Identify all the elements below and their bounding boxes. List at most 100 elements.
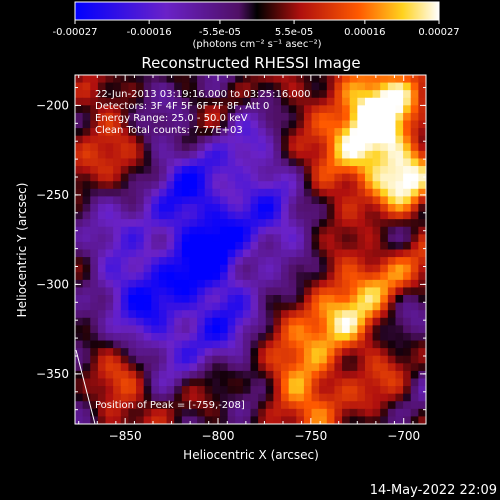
heatmap-cell bbox=[219, 378, 229, 387]
heatmap-cell bbox=[311, 363, 320, 372]
heatmap-cell bbox=[128, 386, 137, 395]
heatmap-cell bbox=[265, 219, 274, 228]
heatmap-cell bbox=[166, 143, 175, 152]
heatmap-cell bbox=[219, 120, 229, 129]
heatmap-cell bbox=[82, 97, 91, 106]
heatmap-cell bbox=[158, 105, 168, 114]
heatmap-cell bbox=[120, 332, 129, 342]
heatmap-cell bbox=[258, 279, 267, 288]
heatmap-cell bbox=[418, 219, 426, 228]
heatmap-cell bbox=[357, 158, 366, 167]
heatmap-cell bbox=[143, 249, 152, 258]
heatmap-cell bbox=[334, 181, 343, 190]
x-tick-label: −800 bbox=[202, 429, 235, 443]
heatmap-cell bbox=[197, 181, 206, 190]
heatmap-cell bbox=[120, 219, 129, 228]
heatmap-cell bbox=[212, 310, 221, 319]
heatmap-cell bbox=[242, 325, 251, 334]
heatmap-cell bbox=[128, 90, 137, 99]
heatmap-cell bbox=[403, 226, 412, 235]
heatmap-cell bbox=[319, 196, 328, 205]
heatmap-cell bbox=[197, 82, 206, 91]
heatmap-cell bbox=[75, 378, 84, 387]
heatmap-cell bbox=[326, 75, 335, 84]
heatmap-cell bbox=[158, 112, 168, 122]
heatmap-cell bbox=[380, 355, 389, 364]
heatmap-cell bbox=[342, 370, 351, 379]
heatmap-cell bbox=[227, 272, 236, 281]
heatmap-cell bbox=[357, 386, 366, 395]
heatmap-cell bbox=[97, 97, 107, 106]
heatmap-cell bbox=[128, 158, 137, 167]
heatmap-cell bbox=[319, 302, 328, 311]
heatmap-cell bbox=[235, 340, 244, 349]
heatmap-cell bbox=[418, 150, 426, 159]
heatmap-cell bbox=[97, 393, 107, 402]
heatmap-cell bbox=[166, 378, 175, 387]
heatmap-cell bbox=[189, 302, 198, 311]
heatmap-cell bbox=[281, 112, 290, 122]
heatmap-cell bbox=[288, 97, 297, 106]
heatmap-cell bbox=[288, 295, 297, 304]
heatmap-cell bbox=[319, 401, 328, 410]
heatmap-cell bbox=[189, 317, 198, 326]
heatmap-cell bbox=[372, 332, 381, 342]
heatmap-cell bbox=[227, 226, 236, 235]
heatmap-cell bbox=[235, 196, 244, 205]
heatmap-cell bbox=[380, 226, 389, 235]
heatmap-cell bbox=[349, 196, 358, 205]
heatmap-cell bbox=[242, 112, 251, 122]
heatmap-cell bbox=[403, 166, 412, 175]
heatmap-cell bbox=[334, 279, 343, 288]
heatmap-cell bbox=[212, 393, 221, 402]
heatmap-cell bbox=[273, 188, 282, 197]
heatmap-cell bbox=[303, 226, 313, 235]
chart-title: Reconstructed RHESSI Image bbox=[141, 54, 360, 72]
heatmap-cell bbox=[334, 386, 343, 395]
heatmap-cell bbox=[387, 370, 396, 379]
annotation-peak: Position of Peak = [-759,-208] bbox=[95, 400, 245, 411]
heatmap-cell bbox=[265, 378, 274, 387]
heatmap-cell bbox=[372, 416, 381, 424]
heatmap-cell bbox=[265, 279, 274, 288]
heatmap-cell bbox=[97, 120, 107, 129]
heatmap-cell bbox=[181, 173, 190, 182]
heatmap-cell bbox=[151, 188, 160, 197]
heatmap-cell bbox=[113, 188, 122, 197]
heatmap-cell bbox=[395, 249, 404, 258]
heatmap-cell bbox=[151, 295, 160, 304]
heatmap-cell bbox=[90, 203, 99, 213]
heatmap-cell bbox=[75, 416, 84, 424]
heatmap-cell bbox=[197, 90, 206, 99]
heatmap-cell bbox=[387, 158, 396, 167]
y-axis: −200−250−300−350 bbox=[36, 87, 426, 411]
heatmap-cell bbox=[90, 302, 99, 311]
heatmap-cell bbox=[158, 173, 168, 182]
heatmap-cell bbox=[189, 219, 198, 228]
heatmap-cell bbox=[357, 340, 366, 349]
heatmap-cell bbox=[281, 325, 290, 334]
heatmap-cell bbox=[357, 355, 366, 364]
heatmap-cell bbox=[342, 416, 351, 424]
heatmap-cell bbox=[204, 348, 213, 357]
heatmap-cell bbox=[120, 370, 129, 379]
heatmap-cell bbox=[387, 135, 396, 144]
heatmap-cell bbox=[273, 386, 282, 395]
heatmap-cell bbox=[113, 287, 122, 296]
heatmap-cell bbox=[143, 219, 152, 228]
heatmap-cell bbox=[281, 272, 290, 281]
heatmap-cell bbox=[418, 97, 426, 106]
heatmap-cell bbox=[273, 150, 282, 159]
heatmap-cell bbox=[395, 295, 404, 304]
heatmap-cell bbox=[303, 355, 313, 364]
heatmap-cell bbox=[364, 393, 374, 402]
heatmap-cell bbox=[281, 203, 290, 213]
heatmap-cell bbox=[82, 196, 91, 205]
heatmap-cell bbox=[197, 143, 206, 152]
heatmap-cell bbox=[349, 302, 358, 311]
heatmap-cell bbox=[342, 158, 351, 167]
heatmap-cell bbox=[387, 128, 396, 137]
heatmap-cell bbox=[326, 90, 335, 99]
heatmap-cell bbox=[334, 295, 343, 304]
heatmap-cell bbox=[349, 401, 358, 410]
